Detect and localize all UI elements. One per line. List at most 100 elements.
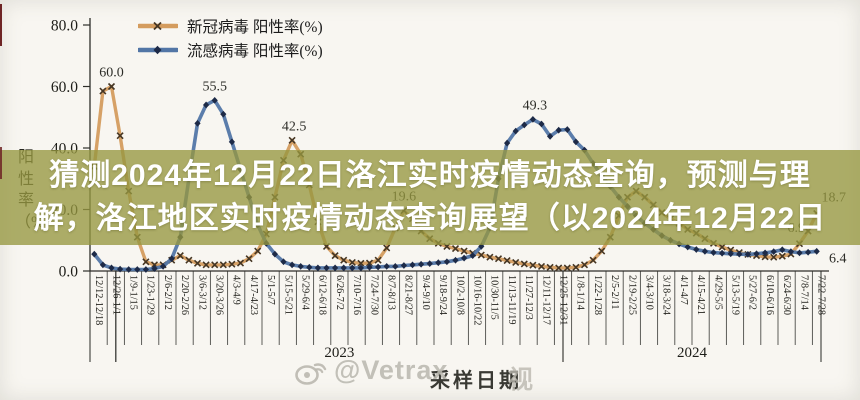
y-tick-label: 0.0 <box>59 264 79 281</box>
data-point-marker <box>701 247 708 255</box>
data-point-marker <box>538 120 545 128</box>
data-point-marker <box>99 261 106 269</box>
data-point-marker <box>357 264 364 272</box>
data-point-marker <box>375 263 382 271</box>
data-point-marker <box>547 132 554 140</box>
x-category-label: 4/15-4/21 <box>695 275 706 315</box>
legend-label: 流感病毒 阳性率(%) <box>187 43 323 60</box>
weibo-eye-icon <box>295 362 327 385</box>
data-point-marker <box>512 258 520 266</box>
data-point-marker <box>297 262 304 270</box>
data-point-marker <box>555 264 563 272</box>
x-category-label: 4/3-4/9 <box>231 275 242 305</box>
data-point-marker <box>400 262 407 269</box>
point-value-label: 42.5 <box>282 119 307 134</box>
data-point-marker <box>236 259 245 267</box>
point-value-label: 60.0 <box>99 66 124 81</box>
x-category-label: 3/18-3/24 <box>661 275 672 315</box>
watermark-suffix: 视 <box>508 366 534 394</box>
data-point-marker <box>142 258 150 266</box>
x-category-label: 11/13-11/19 <box>506 275 517 325</box>
data-point-marker <box>228 138 235 146</box>
x-category-label: 3/20-3/26 <box>214 275 225 315</box>
x-category-label: 12/11-12/17 <box>540 275 551 325</box>
watermark: @Vetrax <box>294 355 448 386</box>
x-category-label: 10/30-11/5 <box>489 275 500 320</box>
x-category-label: 5/1-5/7 <box>265 275 276 305</box>
data-point-marker <box>349 264 356 272</box>
data-point-marker <box>176 252 184 260</box>
left-edge-artifact <box>0 4 2 46</box>
data-point-marker <box>762 249 769 257</box>
data-point-marker <box>520 260 528 268</box>
data-point-marker <box>220 110 227 118</box>
point-value-label: 6.4 <box>829 251 847 266</box>
data-point-marker <box>736 250 743 258</box>
data-point-marker <box>477 251 485 259</box>
x-category-label: 7/10-7/16 <box>351 275 362 315</box>
x-category-label: 2/19-2/25 <box>626 275 637 315</box>
data-point-marker <box>494 255 503 263</box>
x-category-label: 12/12-12/18 <box>93 275 104 325</box>
year-label: 2023 <box>324 345 354 361</box>
x-category-label: 11/27-12/3 <box>523 275 534 320</box>
chart-legend: 新冠病毒 阳性率(%) 流感病毒 阳性率(%) <box>138 15 323 61</box>
data-point-marker <box>280 258 287 266</box>
data-point-marker <box>744 250 751 258</box>
data-point-marker <box>125 266 132 273</box>
data-point-marker <box>134 266 141 273</box>
data-point-marker <box>770 253 778 261</box>
x-category-label: 8/7-8/13 <box>386 275 397 310</box>
year-label: 2024 <box>677 345 708 361</box>
caption-banner: 猜测2024年12月22日洛江实时疫情动态查询，预测与理 解，洛江地区实时疫情动… <box>0 150 860 245</box>
x-category-label: 6/24-6/30 <box>781 275 792 315</box>
x-category-label: 5/29-6/4 <box>300 275 311 310</box>
x-category-label: 10/16-10/22 <box>472 275 483 325</box>
data-point-marker <box>461 254 468 262</box>
data-point-marker <box>727 250 734 258</box>
data-point-marker <box>245 255 253 263</box>
data-point-marker <box>116 132 124 140</box>
data-point-marker <box>365 259 374 267</box>
x-category-label: 4/1-4/7 <box>678 275 689 305</box>
data-point-marker <box>684 243 691 251</box>
data-point-marker <box>787 248 794 256</box>
data-point-marker <box>392 262 399 270</box>
data-point-marker <box>710 249 717 256</box>
data-point-marker <box>211 96 218 104</box>
data-point-marker <box>580 261 589 269</box>
data-point-marker <box>107 82 116 91</box>
axis-line <box>89 18 829 272</box>
data-point-marker <box>357 259 365 267</box>
data-point-marker <box>555 126 562 134</box>
data-point-marker <box>160 262 167 270</box>
data-point-marker <box>323 264 330 272</box>
x-category-label: 3/6-3/12 <box>196 275 207 310</box>
data-point-marker <box>168 255 175 263</box>
data-point-marker <box>460 247 468 255</box>
data-point-marker <box>426 260 433 268</box>
caption-line-1: 猜测2024年12月22日洛江实时疫情动态查询，预测与理 <box>49 159 811 192</box>
x-axis-title: 采样日期 <box>430 370 522 392</box>
x-category-label: 4/17-4/23 <box>248 275 259 315</box>
data-point-marker <box>108 264 115 272</box>
y-tick-label: 80.0 <box>51 18 78 35</box>
x-category-label: 5/15-5/21 <box>282 275 293 315</box>
data-point-marker <box>306 263 313 271</box>
data-point-marker <box>211 261 219 269</box>
data-point-marker <box>521 121 528 129</box>
data-point-marker <box>504 139 511 147</box>
x-category-label: 4/29-5/5 <box>712 275 723 310</box>
x-category-label: 2/5-2/11 <box>609 275 620 310</box>
caption-line-2: 解，洛江地区实时疫情动态查询展望（以2024年12月22日 <box>33 201 827 235</box>
x-category-label: 12/26-1/1 <box>110 275 121 315</box>
data-point-marker <box>151 265 158 272</box>
x-category-label: 2/6-2/12 <box>162 275 173 310</box>
data-point-marker <box>117 265 124 273</box>
x-category-label: 2/20-2/26 <box>179 275 190 315</box>
x-category-label: 5/13-5/19 <box>730 275 741 315</box>
x-category-label: 6/12-6/18 <box>317 275 328 315</box>
data-point-marker <box>374 256 382 264</box>
x-category-label: 12/25-12/31 <box>558 275 569 325</box>
x-category-label: 1/22-1/28 <box>592 275 603 315</box>
